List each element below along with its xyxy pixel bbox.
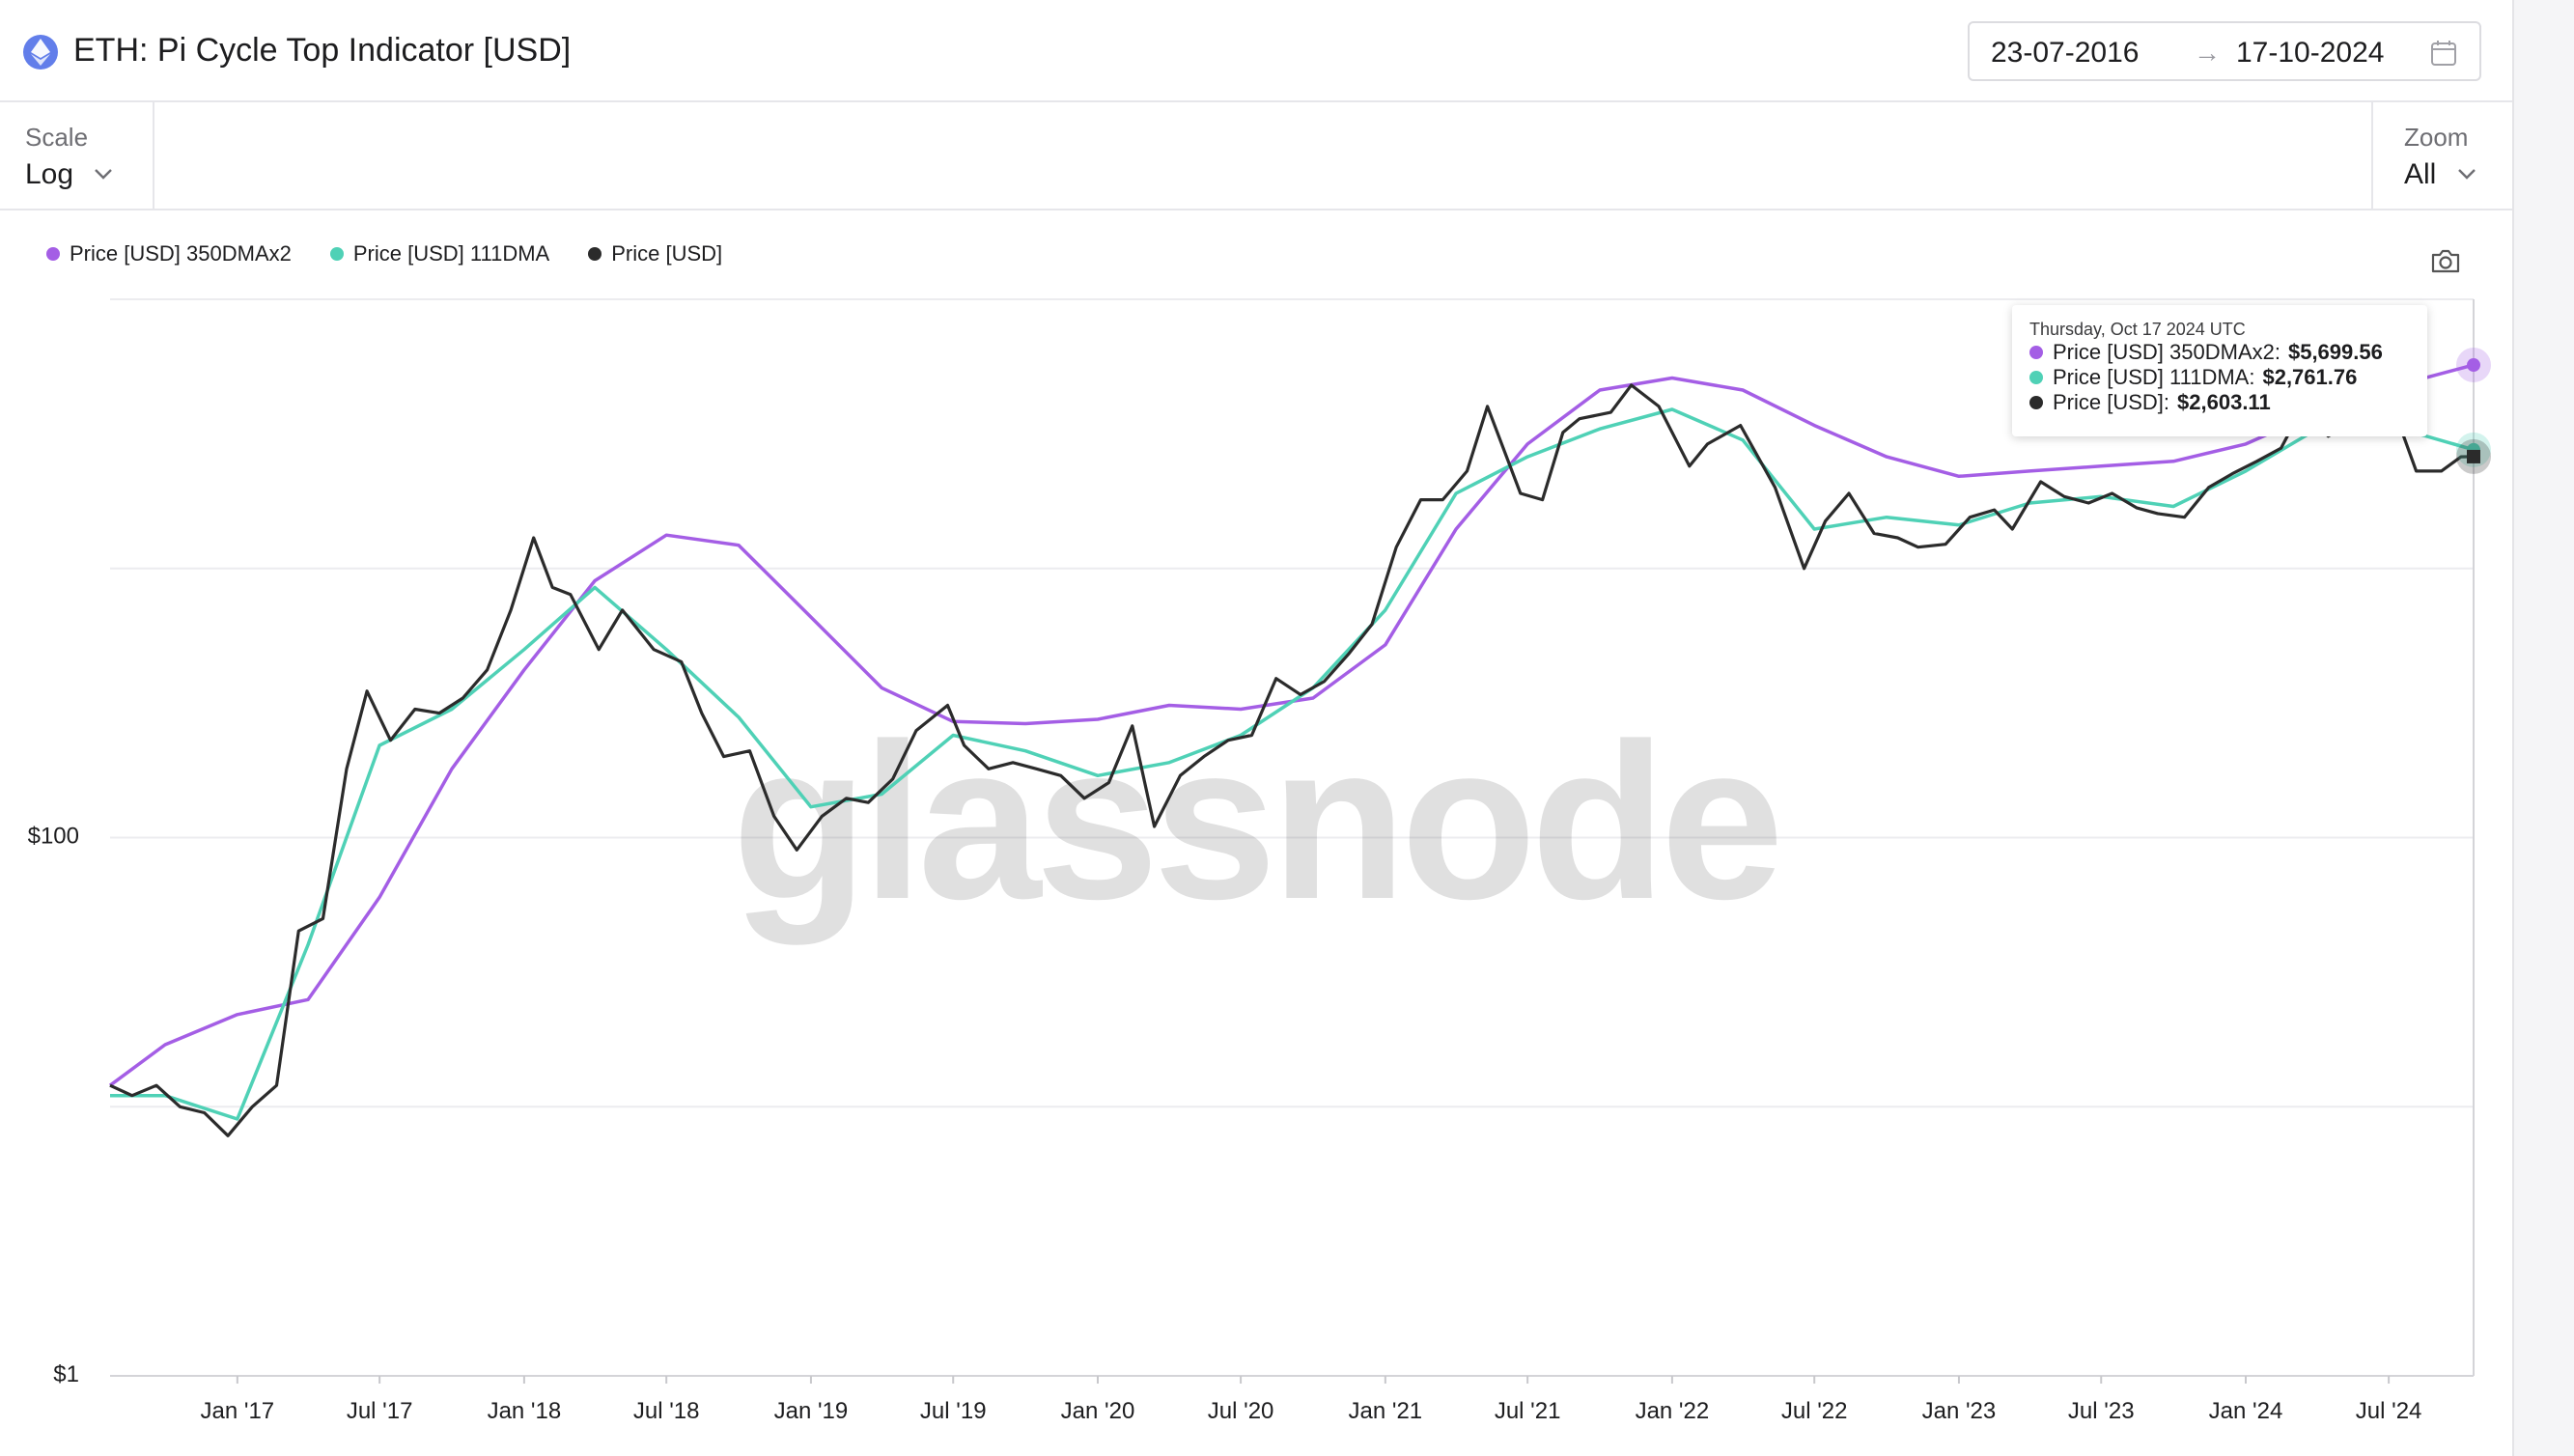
series-line <box>110 407 2475 1121</box>
legend-label: Price [USD] 111DMA <box>352 241 550 266</box>
x-tick-label: Jul '18 <box>633 1398 700 1424</box>
x-tick-label: Jul '20 <box>1208 1398 1274 1424</box>
hover-markers <box>2456 348 2491 474</box>
tooltip-row: Price [USD] 350DMAx2: $5,699.56 <box>2029 340 2410 365</box>
zoom-dropdown[interactable]: Zoom All <box>2371 102 2512 209</box>
y-tick-label: $100 <box>28 824 79 850</box>
legend-label: Price [USD] <box>611 241 723 266</box>
x-tick-label: Jan '17 <box>201 1398 275 1424</box>
chevron-down-icon[interactable] <box>93 166 114 182</box>
x-tick-label: Jul '22 <box>1781 1398 1848 1424</box>
date-end-input[interactable]: 17-10-2024 <box>2236 37 2385 69</box>
chart-panel: ETH: Pi Cycle Top Indicator [USD] 23-07-… <box>0 0 2512 1456</box>
series-line <box>108 363 2475 1087</box>
ethereum-icon <box>23 35 58 70</box>
tooltip-date: Thursday, Oct 17 2024 UTC <box>2029 320 2246 339</box>
tooltip-row: Price [USD] 111DMA: $2,761.76 <box>2029 365 2410 390</box>
tooltip-label: Price [USD]: <box>2053 390 2170 414</box>
tooltip-value: $2,761.76 <box>2262 365 2358 389</box>
series-lines <box>108 363 2475 1137</box>
x-tick-label: Jan '24 <box>2209 1398 2283 1424</box>
camera-icon[interactable] <box>2429 247 2462 274</box>
x-tick-label: Jan '18 <box>488 1398 562 1424</box>
chart-area[interactable]: glassnode $1 $100 Jan '17 Jul '17 Jan '18 Ju… <box>0 280 2512 1456</box>
x-tick-label: Jan '23 <box>1922 1398 1997 1424</box>
x-tick-label: Jul '21 <box>1495 1398 1561 1424</box>
arrow-right-icon: → <box>2194 38 2221 68</box>
tooltip-value: $5,699.56 <box>2287 340 2383 364</box>
tooltip-row: Price [USD]: $2,603.11 <box>2029 390 2410 415</box>
x-tick-label: Jul '24 <box>2356 1398 2422 1424</box>
tooltip-dot <box>2029 346 2043 359</box>
toolbar: Scale Log Zoom All <box>0 102 2512 210</box>
legend-dot <box>329 247 344 261</box>
calendar-icon[interactable] <box>2429 39 2458 68</box>
x-axis: Jan '17 Jul '17 Jan '18 Jul '18 Jan '19 Jul '… <box>201 1376 2422 1424</box>
tooltip-label: Price [USD] 111DMA: <box>2053 365 2255 389</box>
chart-legend: Price [USD] 350DMAx2 Price [USD] 111DMA … <box>46 239 722 268</box>
legend-item-350dmax2[interactable]: Price [USD] 350DMAx2 <box>46 239 292 268</box>
scale-value[interactable]: Log <box>25 158 74 190</box>
page-title: ETH: Pi Cycle Top Indicator [USD] <box>73 32 572 69</box>
tooltip-value: $2,603.11 <box>2177 390 2271 414</box>
date-range-picker[interactable]: 23-07-2016 → 17-10-2024 <box>1968 21 2481 81</box>
page-gutter <box>2512 0 2574 1456</box>
grid-lines <box>110 298 2475 1377</box>
tooltip: Thursday, Oct 17 2024 UTC Price [USD] 35… <box>2012 305 2427 436</box>
x-tick-label: Jul '17 <box>347 1398 413 1424</box>
y-tick-label: $1 <box>53 1361 79 1387</box>
hover-marker <box>2467 449 2480 463</box>
x-tick-label: Jan '21 <box>1349 1398 1423 1424</box>
y-axis: $1 $100 <box>28 824 79 1388</box>
tooltip-label: Price [USD] 350DMAx2: <box>2053 340 2280 364</box>
x-tick-label: Jan '20 <box>1061 1398 1135 1424</box>
legend-label: Price [USD] 350DMAx2 <box>70 241 292 266</box>
x-tick-label: Jan '19 <box>774 1398 849 1424</box>
x-tick-label: Jul '23 <box>2068 1398 2135 1424</box>
tooltip-dot <box>2029 396 2043 409</box>
legend-dot <box>588 247 602 261</box>
scale-label: Scale <box>25 123 89 152</box>
legend-dot <box>46 247 60 261</box>
x-tick-label: Jan '22 <box>1636 1398 1710 1424</box>
tooltip-dot <box>2029 371 2043 384</box>
hover-marker <box>2467 358 2480 373</box>
zoom-label: Zoom <box>2404 123 2469 152</box>
chevron-down-icon[interactable] <box>2456 166 2477 182</box>
date-start-input[interactable]: 23-07-2016 <box>1991 37 2140 69</box>
scale-dropdown[interactable]: Scale Log <box>0 102 154 209</box>
watermark: glassnode <box>732 697 1778 945</box>
series-line <box>109 383 2475 1137</box>
legend-item-111dma[interactable]: Price [USD] 111DMA <box>329 239 550 268</box>
zoom-value[interactable]: All <box>2404 158 2437 190</box>
header: ETH: Pi Cycle Top Indicator [USD] 23-07-… <box>0 0 2512 102</box>
legend-item-price[interactable]: Price [USD] <box>588 239 722 268</box>
x-tick-label: Jul '19 <box>920 1398 987 1424</box>
